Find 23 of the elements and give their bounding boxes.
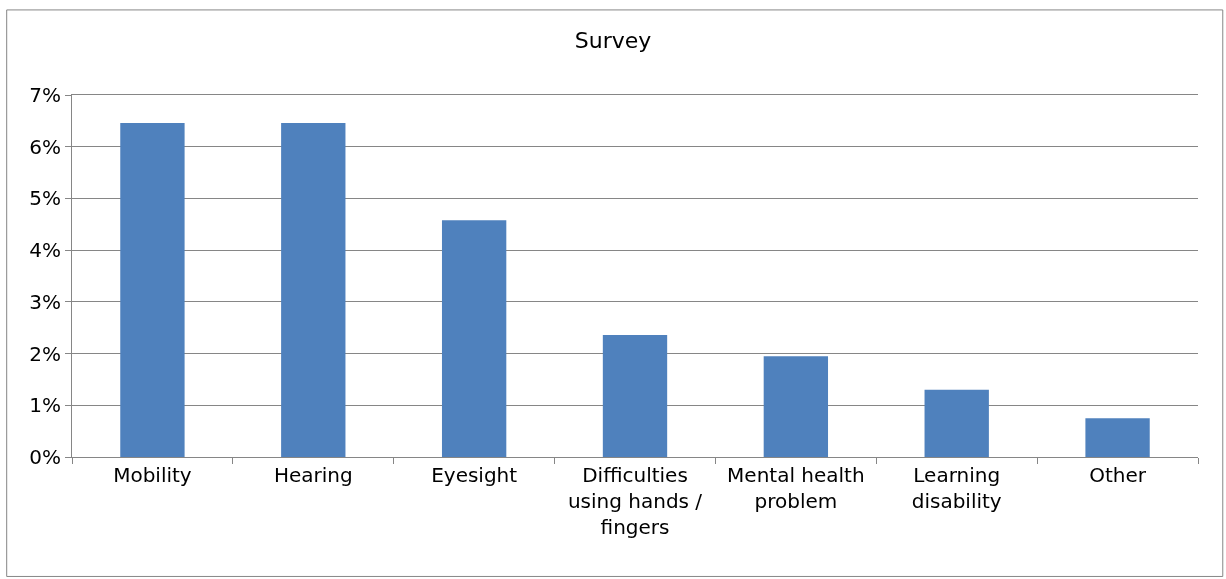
x-tick-label: Difficulties using hands / fingers (567, 463, 703, 539)
y-tick-label: 5% (29, 186, 61, 211)
bar (924, 389, 989, 457)
bar (120, 122, 185, 457)
bar (441, 220, 507, 457)
bar (1085, 418, 1150, 457)
bar (763, 356, 829, 457)
x-tick-label: Eyesight (431, 463, 518, 487)
x-tick-label: Hearing (273, 463, 353, 487)
y-tick-label: 0% (29, 445, 61, 469)
chart-title: Survey (574, 28, 652, 54)
x-tick-label: Other (1089, 463, 1147, 487)
x-tick-label: Mobility (113, 463, 192, 487)
y-tick-label: 3% (29, 289, 61, 314)
bar (281, 122, 346, 457)
y-tick-label: 7% (29, 83, 61, 107)
y-tick-label: 4% (29, 238, 61, 263)
y-tick-label: 2% (29, 341, 61, 366)
x-tick-label: Learning disability (911, 463, 1002, 513)
x-tick-label: Mental health problem (727, 463, 865, 513)
y-tick-label: 1% (29, 393, 61, 418)
bar (602, 334, 668, 457)
y-tick-label: 6% (29, 134, 61, 159)
